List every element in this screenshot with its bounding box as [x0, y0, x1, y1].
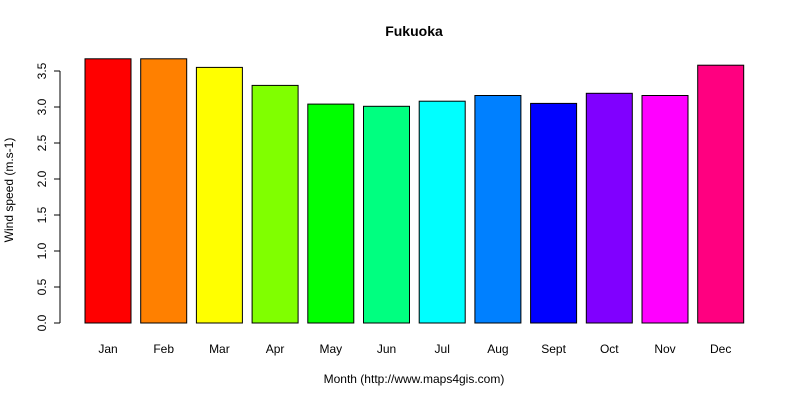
y-tick-label: 2.5 — [35, 134, 49, 151]
x-tick-label: Nov — [654, 342, 675, 356]
bar-aug — [474, 95, 522, 324]
bar-jun — [363, 105, 410, 324]
x-tick-label: Dec — [710, 342, 731, 356]
y-tick-label: 1.0 — [35, 242, 49, 259]
y-axis-label: Wind speed (m.s-1) — [2, 138, 16, 243]
x-axis-label: Month (http://www.maps4gis.com) — [324, 372, 505, 386]
bar-nov — [641, 95, 689, 324]
y-tick-label: 2.0 — [35, 170, 49, 187]
x-tick-label: Jul — [435, 342, 450, 356]
x-tick-label: Aug — [487, 342, 508, 356]
x-tick-label: Feb — [153, 342, 174, 356]
x-tick-labels: Jan Feb Mar Apr May Jun Jul Aug Sept Oct Nov Dec — [98, 342, 731, 356]
y-tick-label: 3.5 — [35, 62, 49, 79]
chart-title: Fukuoka — [385, 23, 443, 39]
y-tick-label: 0.0 — [35, 314, 49, 331]
bar-jul — [418, 100, 466, 324]
bar-apr — [251, 84, 299, 324]
x-tick-label: May — [319, 342, 342, 356]
x-tick-label: Jan — [98, 342, 117, 356]
bars-group — [84, 58, 745, 324]
x-tick-label: Oct — [600, 342, 619, 356]
y-tick-label: 3.0 — [35, 98, 49, 115]
y-tick-label: 0.5 — [35, 278, 49, 295]
bar-oct — [585, 92, 633, 324]
bar-dec — [697, 64, 745, 324]
x-tick-label: Jun — [377, 342, 396, 356]
x-tick-label: Apr — [266, 342, 285, 356]
y-tick-label: 1.5 — [35, 206, 49, 223]
bar-mar — [195, 66, 243, 324]
bar-feb — [140, 58, 188, 324]
bar-jan — [84, 58, 132, 324]
bar-sept — [530, 102, 578, 324]
bar-may — [307, 103, 355, 324]
x-tick-label: Mar — [209, 342, 230, 356]
x-tick-label: Sept — [541, 342, 566, 356]
y-axis: 0.0 0.5 1.0 1.5 2.0 2.5 3.0 3.5 — [35, 62, 61, 331]
